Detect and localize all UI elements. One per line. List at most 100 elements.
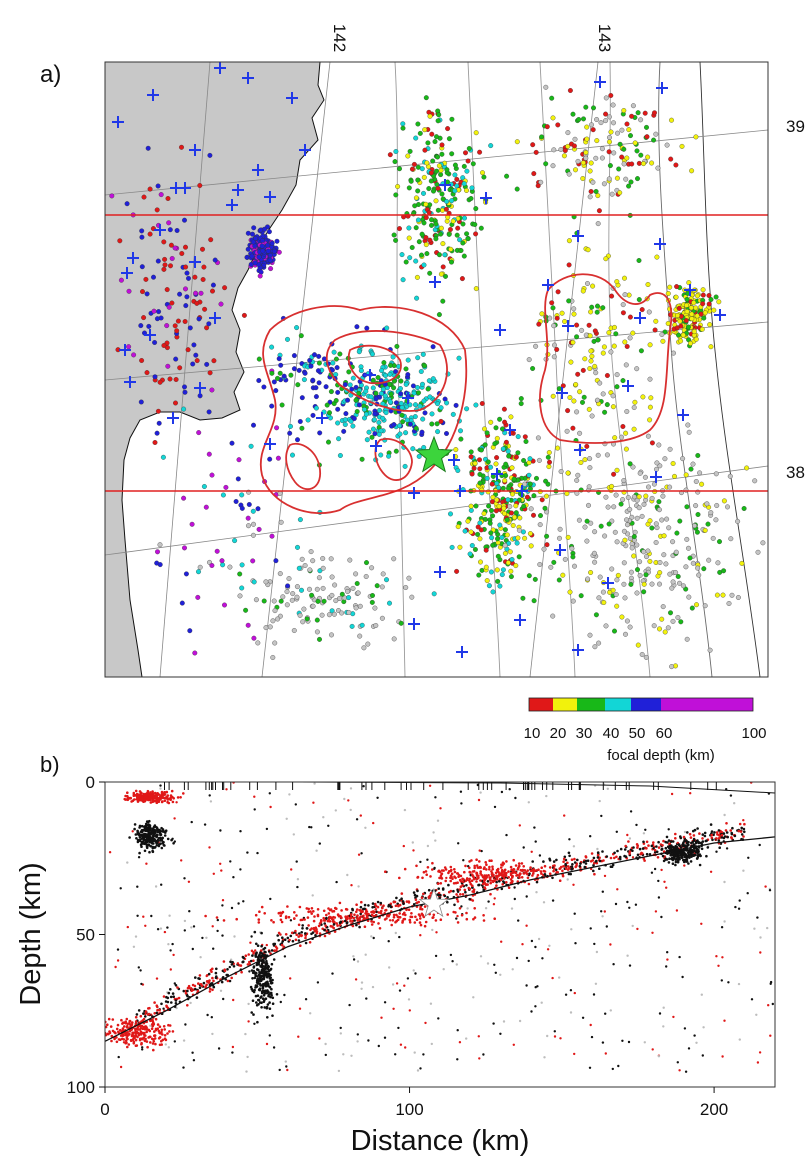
hypocenter-dot <box>433 867 436 870</box>
epicenter-dot <box>644 134 650 140</box>
epicenter-dot <box>424 251 430 257</box>
hypocenter-dot <box>431 861 434 865</box>
epicenter-dot <box>426 378 432 384</box>
epicenter-dot <box>613 331 619 337</box>
epicenter-dot <box>606 330 612 336</box>
plus-marker <box>677 409 689 421</box>
hypocenter-dot <box>292 833 295 836</box>
epicenter-dot <box>606 149 612 155</box>
epicenter-dot <box>315 598 321 604</box>
epicenter-dot <box>594 309 600 315</box>
hypocenter-dot <box>507 870 510 873</box>
epicenter-dot <box>160 454 166 460</box>
epicenter-dot <box>493 508 499 514</box>
hypocenter-dot <box>584 859 588 863</box>
colorbar-segment-50-60 <box>631 698 661 711</box>
hypocenter-dot <box>252 966 256 969</box>
epicenter-dot <box>172 245 178 251</box>
epicenter-dot <box>359 622 365 628</box>
hypocenter-dot <box>722 832 726 835</box>
hypocenter-dot <box>144 1012 147 1016</box>
hypocenter-dot <box>364 953 367 956</box>
hypocenter-dot <box>758 1051 762 1054</box>
hypocenter-dot <box>416 876 419 879</box>
hypocenter-dot <box>166 926 169 929</box>
hypocenter-dot <box>399 1043 403 1046</box>
hypocenter-dot <box>546 948 550 951</box>
hypocenter-dot <box>264 997 268 1000</box>
epicenter-dot <box>297 517 303 523</box>
epicenter-dot <box>196 430 202 436</box>
epicenter-dot <box>667 571 673 577</box>
hypocenter-dot <box>351 908 355 912</box>
hypocenter-dot <box>371 906 374 909</box>
hypocenter-dot <box>700 847 704 851</box>
hypocenter-dot <box>766 926 769 930</box>
hypocenter-dot <box>245 1070 248 1073</box>
hypocenter-dot <box>725 847 729 850</box>
epicenter-dot <box>570 425 576 431</box>
epicenter-dot <box>558 147 564 152</box>
hypocenter-dot <box>478 849 481 852</box>
epicenter-dot <box>284 589 290 595</box>
epicenter-dot <box>457 544 463 550</box>
epicenter-dot <box>587 168 593 174</box>
epicenter-dot <box>513 563 519 569</box>
epicenter-dot <box>479 567 485 573</box>
hypocenter-dot <box>519 872 522 875</box>
epicenter-dot <box>500 567 506 573</box>
epicenter-dot <box>422 410 428 416</box>
epicenter-dot <box>507 549 513 555</box>
epicenter-dot <box>192 274 198 280</box>
epicenter-dot <box>321 598 327 604</box>
hypocenter-dot <box>324 1053 327 1057</box>
hypocenter-dot <box>388 919 392 922</box>
hypocenter-dot <box>248 970 251 973</box>
epicenter-dot <box>585 281 590 286</box>
hypocenter-dot <box>424 870 428 873</box>
hypocenter-dot <box>444 868 448 871</box>
epicenter-dot <box>677 318 683 324</box>
lon-tick-143: 143 <box>595 24 614 52</box>
hypocenter-dot <box>295 914 298 917</box>
hypocenter-dot <box>314 934 317 937</box>
epicenter-dot <box>554 347 560 352</box>
epicenter-dot <box>713 471 719 477</box>
hypocenter-dot <box>463 870 466 874</box>
hypocenter-dot <box>163 830 167 833</box>
hypocenter-dot <box>289 919 293 922</box>
epicenter-dot <box>429 217 434 223</box>
hypocenter-dot <box>644 828 647 831</box>
epicenter-dot <box>630 103 636 109</box>
hypocenter-dot <box>259 956 263 959</box>
epicenter-dot <box>586 322 592 328</box>
hypocenter-dot <box>431 928 434 932</box>
hypocenter-dot <box>275 993 279 996</box>
epicenter-dot <box>627 624 633 630</box>
epicenter-dot <box>473 206 479 212</box>
hypocenter-dot <box>353 913 356 916</box>
epicenter-dot <box>654 460 660 466</box>
hypocenter-dot <box>676 1061 679 1064</box>
epicenter-dot <box>126 344 132 350</box>
epicenter-dot <box>570 598 576 604</box>
hypocenter-dot <box>534 986 537 989</box>
hypocenter-dot <box>414 972 417 975</box>
hypocenter-dot <box>391 919 395 922</box>
hypocenter-dot <box>674 858 677 861</box>
hypocenter-dot <box>338 921 342 924</box>
epicenter-dot <box>415 355 421 361</box>
epicenter-dot <box>611 504 617 510</box>
hypocenter-dot <box>503 868 507 872</box>
epicenter-dot <box>496 503 502 509</box>
epicenter-dot <box>452 172 458 178</box>
epicenter-dot <box>428 178 434 184</box>
hypocenter-dot <box>435 931 438 934</box>
hypocenter-dot <box>237 902 240 905</box>
epicenter-dot <box>421 174 427 180</box>
hypocenter-dot <box>657 896 661 899</box>
plus-marker <box>554 544 566 556</box>
epicenter-dot <box>713 517 719 523</box>
epicenter-dot <box>143 276 149 282</box>
epicenter-dot <box>516 554 522 560</box>
